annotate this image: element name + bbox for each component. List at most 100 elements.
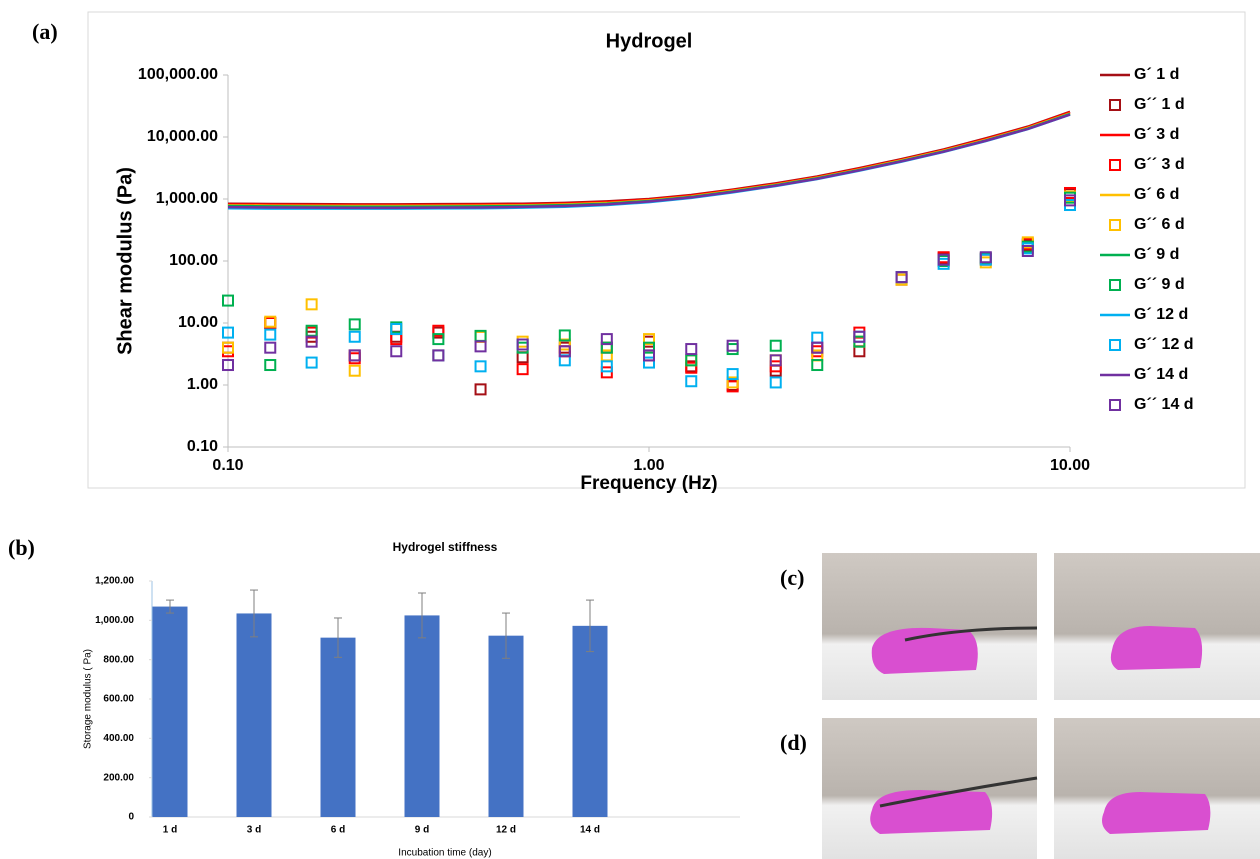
legend-label: G´ 9 d [1134, 246, 1179, 263]
y-tick-label: 1,000.00 [95, 615, 134, 626]
bar [573, 626, 608, 817]
point [602, 361, 612, 371]
line-series [228, 114, 1070, 207]
point [476, 341, 486, 351]
line-series [228, 112, 1070, 205]
point [644, 358, 654, 368]
point [560, 343, 570, 353]
panel-frame [88, 12, 1245, 488]
point [771, 355, 781, 365]
x-axis-title: Incubation time (day) [398, 848, 491, 859]
x-tick-label: 0.10 [212, 457, 243, 474]
y-tick-label: 0 [128, 812, 134, 823]
hydrogel [1111, 626, 1202, 670]
point [771, 341, 781, 351]
point [476, 384, 486, 394]
y-tick-label: 1,200.00 [95, 576, 134, 587]
y-tick-label: 600.00 [103, 694, 134, 705]
point [391, 346, 401, 356]
y-tick-label: 100.00 [169, 252, 218, 269]
x-tick-label: 3 d [247, 825, 261, 836]
line-series [228, 115, 1070, 208]
point [897, 275, 907, 285]
x-tick-label: 1.00 [633, 457, 664, 474]
line-series [228, 113, 1070, 206]
point [854, 346, 864, 356]
photo [822, 718, 1037, 859]
y-axis-title: Storage modulus ( Pa) [83, 649, 94, 749]
bar [321, 638, 356, 817]
y-tick-label: 10.00 [178, 314, 218, 331]
point [350, 366, 360, 376]
legend-label: G´´ 1 d [1134, 96, 1185, 113]
point [728, 344, 738, 354]
y-tick-label: 0.10 [187, 438, 218, 455]
panel-label: (b) [8, 535, 35, 560]
x-tick-label: 1 d [163, 825, 177, 836]
point [686, 376, 696, 386]
legend-label: G´´ 3 d [1134, 156, 1185, 173]
line-series [228, 112, 1070, 205]
legend-label: G´´ 12 d [1134, 336, 1194, 353]
point [476, 361, 486, 371]
point [518, 340, 528, 350]
photos [822, 553, 1260, 859]
chart-title: Hydrogel [606, 30, 693, 52]
y-tick-label: 1.00 [187, 376, 218, 393]
hydrogel [1102, 792, 1210, 834]
point [897, 272, 907, 282]
legend-symbol [1110, 100, 1120, 110]
legend-symbol [1110, 160, 1120, 170]
x-axis-title: Frequency (Hz) [580, 473, 717, 494]
panel-label: (c) [780, 565, 804, 590]
point [350, 350, 360, 360]
y-tick-label: 800.00 [103, 654, 134, 665]
y-tick-label: 200.00 [103, 772, 134, 783]
point [518, 352, 528, 362]
point [433, 350, 443, 360]
legend-symbol [1110, 280, 1120, 290]
legend-symbol [1110, 220, 1120, 230]
point [644, 337, 654, 347]
point [265, 330, 275, 340]
y-axis-title: Shear modulus (Pa) [114, 167, 136, 355]
photo [1054, 718, 1260, 859]
point [265, 343, 275, 353]
bar [405, 615, 440, 817]
point [350, 353, 360, 363]
legend-label: G´ 6 d [1134, 186, 1179, 203]
y-tick-label: 100,000.00 [138, 66, 218, 83]
x-tick-label: 12 d [496, 825, 516, 836]
point [686, 355, 696, 365]
point [350, 319, 360, 329]
point [307, 358, 317, 368]
photo [822, 553, 1037, 700]
point [897, 275, 907, 285]
chart-title: Hydrogel stiffness [393, 540, 498, 554]
point [350, 332, 360, 342]
point [812, 360, 822, 370]
point [518, 340, 528, 350]
legend-label: G´´ 6 d [1134, 216, 1185, 233]
point [602, 367, 612, 377]
point [897, 272, 907, 282]
bar [489, 636, 524, 817]
bar [237, 613, 272, 817]
legend-label: G´´ 9 d [1134, 276, 1185, 293]
point [265, 360, 275, 370]
legend-symbol [1110, 340, 1120, 350]
y-tick-label: 1,000.00 [156, 190, 218, 207]
legend-label: G´ 1 d [1134, 66, 1179, 83]
figure: (a) (b) (c) (d) Hydrogel0.101.0010.00100… [0, 0, 1260, 859]
legend-label: G´´ 14 d [1134, 396, 1194, 413]
point [686, 355, 696, 365]
x-tick-label: 10.00 [1050, 457, 1090, 474]
panel-label: (a) [32, 19, 58, 44]
bar [153, 607, 188, 817]
point [728, 341, 738, 351]
point [812, 333, 822, 343]
point [771, 355, 781, 365]
legend-label: G´ 3 d [1134, 126, 1179, 143]
point [518, 364, 528, 374]
point [433, 350, 443, 360]
